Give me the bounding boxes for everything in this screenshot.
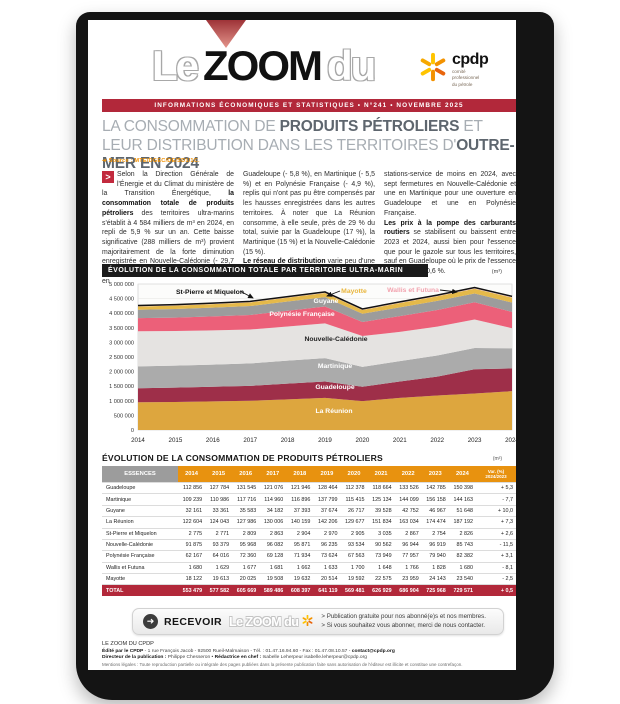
svg-text:La Réunion: La Réunion [315,408,352,415]
body-column-1-text: Selon la Direction Générale de l'Énergie… [102,171,234,285]
cpdp-starburst-icon [418,52,448,87]
masthead-title: Le ZOOM du [152,42,376,89]
svg-text:Polynésie Française: Polynésie Française [269,311,335,318]
chart-container: 0 500 000 1 000 000 1 500 000 2 000 000 2 500… [88,278,516,448]
table-title: ÉVOLUTION DE LA CONSOMMATION DE PRODUITS… [102,453,383,463]
table-row: Guyane 32 161 33 361 35 583 34 182 37 393 37 6… [102,505,516,518]
svg-text:5 000 000: 5 000 000 [109,282,134,288]
body-column-2-text: Guadeloupe (- 5,8 %), en Martinique (- 5… [243,171,375,275]
svg-text:4 000 000: 4 000 000 [109,311,134,317]
document-title: LA CONSOMMATION DE PRODUITS PÉTROLIERS E… [102,118,515,172]
svg-text:4 500 000: 4 500 000 [109,297,134,303]
cpdp-logo-line2: professionnel [452,75,480,81]
cpdp-logo-name: cpdp [452,51,489,68]
table-row: Mayotte 18 122 19 613 20 025 19 508 19 632 20 … [102,573,516,586]
cpdp-mini-logo-icon [302,613,313,631]
svg-text:2 500 000: 2 500 000 [109,355,134,361]
masthead-word-zoom: ZOOM [203,42,323,89]
cpdp-logo: cpdp comité professionnel du pétrole [418,51,489,87]
arrow-circle-icon: ➜ [143,614,158,629]
masthead-word-le: Le [152,42,199,89]
svg-text:1 500 000: 1 500 000 [109,384,134,390]
receive-brand: Le ZOOM du [229,614,299,629]
svg-text:3 000 000: 3 000 000 [109,340,134,346]
chart-header-bar: ÉVOLUTION DE LA CONSOMMATION TOTALE PAR … [102,264,428,277]
svg-text:2017: 2017 [243,437,257,444]
svg-text:2024: 2024 [505,437,516,444]
svg-text:2022: 2022 [430,437,444,444]
body-column-1: > Selon la Direction Générale de l'Énerg… [102,170,234,286]
svg-text:St-Pierre et Miquelon: St-Pierre et Miquelon [176,289,244,296]
masthead-word-du: du [327,42,376,89]
body-column-3: stations-service de moins en 2024, avec … [384,170,516,286]
svg-text:2016: 2016 [206,437,220,444]
table-row: Guadeloupe 112 856 127 784 131 545 121 076 12… [102,482,516,495]
table-row: St-Pierre et Miquelon 2 775 2 771 2 809 2 86… [102,528,516,540]
svg-text:Mayotte: Mayotte [341,288,367,295]
svg-text:Guyane: Guyane [314,298,339,305]
svg-text:0: 0 [131,428,134,434]
source-line: ➔ Source : MTE/DGEC/DE/SD1/1C. [102,158,200,164]
receive-line-2: > Si vous souhaitez vous abonner, merci … [321,621,485,629]
svg-text:Nouvelle-Calédonie: Nouvelle-Calédonie [304,336,367,343]
svg-text:2018: 2018 [281,437,295,444]
consumption-area-chart: 0 500 000 1 000 000 1 500 000 2 000 000 2 500… [109,282,516,444]
table-row: Polynésie Française 62 167 64 016 72 360 69 … [102,550,516,563]
receive-bar[interactable]: ➜ RECEVOIR Le ZOOM du > Publication grat… [132,608,504,635]
svg-text:2020: 2020 [356,437,370,444]
table-row: Wallis et Futuna 1 680 1 629 1 677 1 681 1 66… [102,562,516,575]
body-column-2: Guadeloupe (- 5,8 %), en Martinique (- 5… [243,170,375,286]
table-unit-label: (m³) [492,456,502,462]
lead-arrow-icon: > [102,171,114,183]
table-header-row: ESSENCES 2014 2015 2016 2017 2018 2019 2020 2021… [102,466,516,483]
svg-text:Wallis et Futuna: Wallis et Futuna [387,287,439,294]
consumption-table: ESSENCES 2014 2015 2016 2017 2018 2019 2020 2021… [102,466,516,596]
cpdp-logo-line3: du pétrole [452,81,473,87]
svg-text:1 000 000: 1 000 000 [109,399,134,405]
footer-editors-line: Directeur de la publication : Philippe C… [102,655,367,661]
issue-banner: INFORMATIONS ÉCONOMIQUES ET STATISTIQUES… [102,99,516,112]
svg-text:2023: 2023 [468,437,482,444]
table-total-row: TOTAL 553 479 577 582 605 669 589 486 608 397… [102,584,516,596]
footer: LE ZOOM DU CPDP Édité par le CPDP - 1 ru… [102,641,516,668]
chart-unit-label: (m³) [491,269,502,275]
svg-text:Martinique: Martinique [318,363,353,370]
table-row: La Réunion 122 604 124 043 127 986 130 006 14… [102,516,516,529]
svg-text:500 000: 500 000 [114,413,134,419]
table-row: Nouvelle-Calédonie 91 875 93 379 95 968 96 0… [102,539,516,552]
svg-text:2 000 000: 2 000 000 [109,370,134,376]
body-column-3-text: stations-service de moins en 2024, avec … [384,171,516,276]
receive-line-1: > Publication gratuite pour nos abonné(e… [321,613,486,621]
svg-text:Guadeloupe: Guadeloupe [315,384,354,391]
body-columns: > Selon la Direction Générale de l'Énerg… [102,170,516,286]
cpdp-logo-line1: comité [452,69,466,74]
svg-text:2019: 2019 [318,437,332,444]
newsletter-page: Le ZOOM du cpdp comité [88,20,516,670]
svg-text:3 500 000: 3 500 000 [109,326,134,332]
svg-text:2015: 2015 [169,437,183,444]
svg-text:2014: 2014 [131,437,145,444]
svg-text:2021: 2021 [393,437,407,444]
footer-publisher-line: Édité par le CPDP - 1 rue François Jacob… [102,648,395,654]
table-row: Martinique 109 239 110 986 117 716 114 960 11… [102,493,516,506]
receive-label: RECEVOIR [164,615,223,628]
footer-legal-line: Mentions légales : Toute reproduction pa… [102,661,463,667]
footer-title: LE ZOOM DU CPDP [102,641,154,647]
